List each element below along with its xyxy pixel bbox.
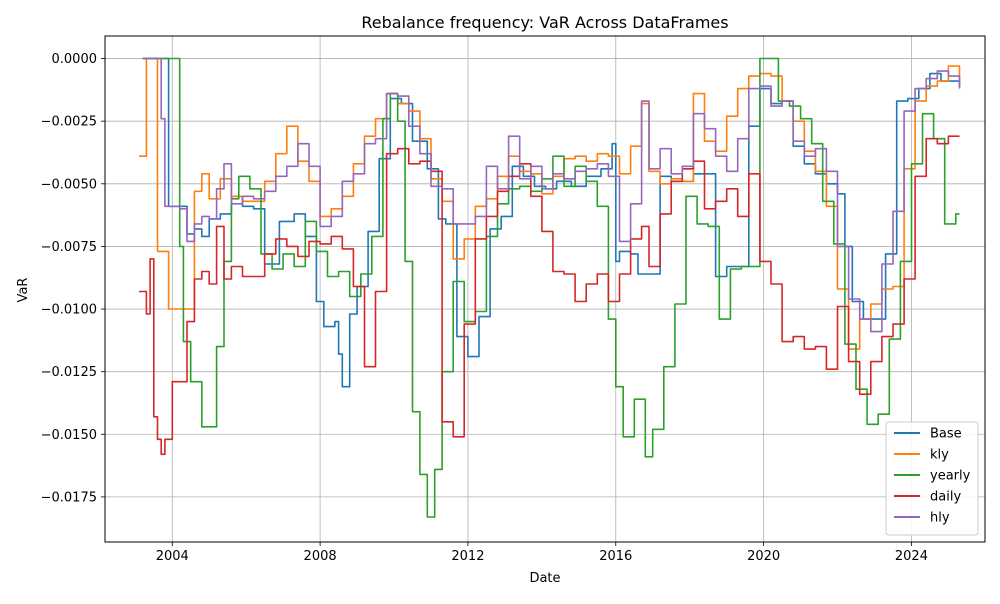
y-tick-label: −0.0050 — [41, 177, 97, 192]
series-line-yearly — [142, 57, 960, 518]
series-line-hly — [142, 57, 961, 333]
legend-label: kly — [930, 448, 949, 463]
legend-label: Base — [930, 427, 962, 442]
x-tick-label: 2016 — [599, 549, 632, 564]
y-tick-label: −0.0175 — [41, 490, 97, 505]
x-tick-label: 2012 — [451, 549, 484, 564]
plot-frame — [104, 35, 986, 543]
legend: Base kly yearly daily hly — [885, 421, 979, 536]
y-tick-label: −0.0075 — [41, 240, 97, 255]
x-tick-label: 2024 — [895, 549, 928, 564]
y-tick-label: −0.0125 — [41, 365, 97, 380]
y-tick-label: −0.0100 — [41, 303, 97, 318]
legend-box — [885, 421, 979, 536]
series-line-kly — [139, 57, 961, 350]
legend-label: daily — [930, 490, 961, 505]
x-axis-ticks: 2004 2008 2012 2016 2020 2024 — [156, 542, 928, 564]
series-lines — [139, 57, 961, 518]
y-tick-label: −0.0150 — [41, 428, 97, 443]
y-axis-ticks: 0.0000 −0.0025 −0.0050 −0.0075 −0.0100 −0.012… — [41, 52, 105, 505]
x-axis-label: Date — [529, 571, 560, 586]
legend-label: hly — [930, 511, 950, 526]
y-tick-label: 0.0000 — [52, 52, 98, 67]
x-tick-label: 2004 — [156, 549, 189, 564]
x-tick-label: 2008 — [304, 549, 337, 564]
x-tick-label: 2020 — [747, 549, 780, 564]
y-axis-label: VaR — [16, 278, 31, 303]
chart-title: Rebalance frequency: VaR Across DataFram… — [361, 13, 728, 32]
y-tick-label: −0.0025 — [41, 115, 97, 130]
legend-label: yearly — [930, 469, 971, 484]
